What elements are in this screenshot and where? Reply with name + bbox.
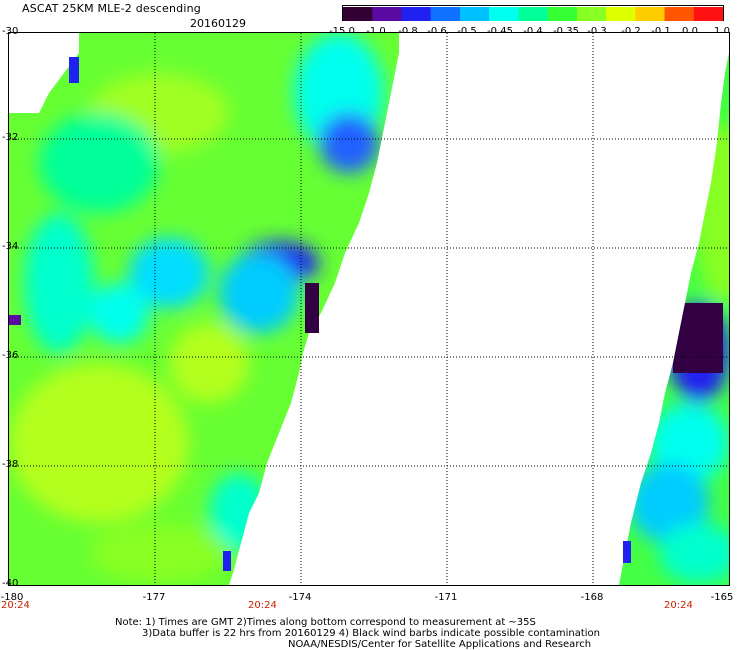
swath-edge-patch: [9, 315, 21, 325]
color-scale-cell: [635, 7, 666, 21]
lon-label: -177: [142, 592, 166, 603]
color-scale-cell: [518, 7, 549, 21]
map-panel: [8, 32, 730, 586]
time-label: 20:24: [248, 600, 277, 611]
swath-edge-patch: [623, 541, 631, 563]
color-scale-label: -0.2: [621, 26, 641, 37]
color-scale-label: 0.0: [682, 26, 698, 37]
color-scale-cell: [664, 7, 695, 21]
color-scale-label: -0.45: [487, 26, 513, 37]
lon-label: -174: [288, 592, 312, 603]
color-scale-cell: [606, 7, 636, 21]
color-scale-cell: [459, 7, 490, 21]
lat-label: -36: [2, 350, 19, 361]
color-scale-labels: -15.0 -1.0 -0.8 -0.6 -0.5 -0.45 -0.4 -0.…: [329, 26, 730, 38]
color-scale-label: -0.6: [427, 26, 447, 37]
product-date: 20160129: [190, 17, 246, 30]
lat-label: -38: [2, 459, 19, 470]
color-scale-label: -0.1: [651, 26, 671, 37]
swath-edge-patch: [223, 551, 231, 571]
color-scale-cell: [693, 7, 724, 21]
lat-label: -30: [2, 26, 19, 37]
color-scale-label: -1.0: [366, 26, 386, 37]
lon-label: -165: [710, 592, 734, 603]
color-scale-gradient: [343, 7, 724, 21]
lat-label: -40: [2, 578, 19, 589]
color-scale-bar: [342, 5, 724, 21]
lon-label: -180: [0, 592, 24, 603]
lat-label: -34: [2, 241, 19, 252]
color-scale-label: -0.35: [553, 26, 579, 37]
note-line: 3)Data buffer is 22 hrs from 20160129 4)…: [142, 628, 600, 639]
swath-edge-patch: [305, 283, 319, 333]
time-label: 20:24: [664, 600, 693, 611]
color-scale-cell: [430, 7, 461, 21]
note-line: NOAA/NESDIS/Center for Satellite Applica…: [288, 639, 592, 650]
note-line: Note: 1) Times are GMT 2)Times along bot…: [115, 617, 536, 628]
color-scale-label: -0.3: [587, 26, 607, 37]
lon-label: -168: [580, 592, 604, 603]
color-scale-label: -0.8: [398, 26, 418, 37]
color-scale-label: 1.0: [714, 26, 730, 37]
color-scale-cell: [372, 7, 403, 21]
color-scale-cell: [576, 7, 607, 21]
color-scale-label: -0.4: [523, 26, 543, 37]
swath-plot: [9, 33, 729, 585]
graticule: [9, 33, 729, 585]
time-label: 20:24: [1, 600, 30, 611]
color-scale-label: -0.5: [457, 26, 477, 37]
swath-minimum-patch: [673, 303, 723, 373]
swath-right: [619, 53, 729, 585]
product-title: ASCAT 25KM MLE-2 descending: [22, 2, 201, 15]
color-scale-label: -15.0: [329, 26, 355, 37]
swath-edge-patch: [69, 57, 79, 83]
color-scale-cell: [547, 7, 578, 21]
color-scale-cell: [343, 7, 373, 21]
lon-label: -171: [434, 592, 458, 603]
color-scale-cell: [401, 7, 432, 21]
swath-left: [9, 33, 399, 585]
lat-label: -32: [2, 132, 19, 143]
color-scale-cell: [489, 7, 519, 21]
